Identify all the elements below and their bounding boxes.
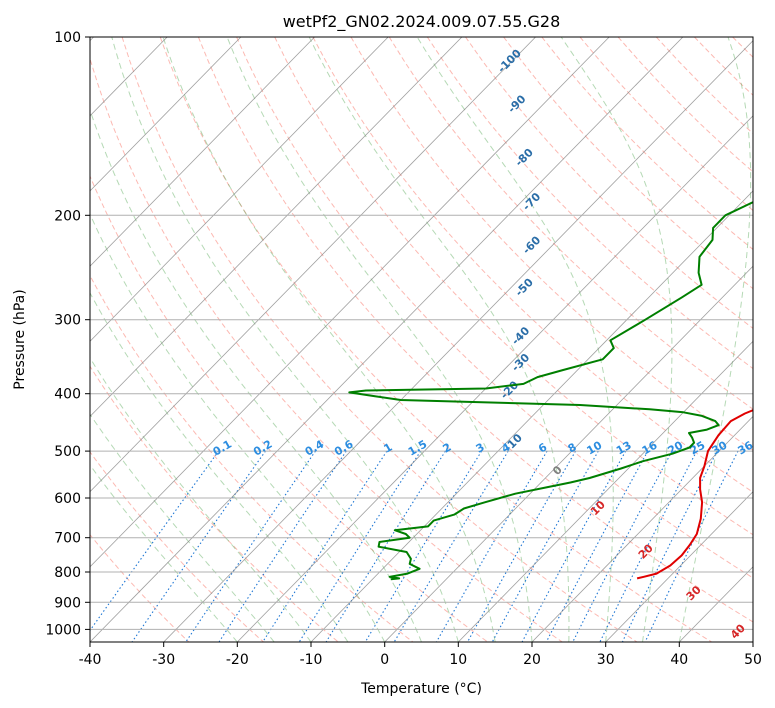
moist-adiabat-line: [226, 37, 533, 642]
mixing-ratio-line: [90, 450, 220, 632]
moist-adiabat-line: [162, 37, 496, 642]
x-tick-label: 30: [597, 652, 615, 668]
isotherm-line: [90, 37, 389, 342]
y-tick-label: 800: [54, 565, 81, 581]
isotherm-line: [163, 40, 753, 642]
moist-adiabat-line: [90, 413, 275, 642]
mixing-ratio-line: [364, 450, 483, 642]
y-tick-label: 900: [54, 595, 81, 611]
y-axis-ticks: 100 200 300 400 500 600 700 800 900 1000: [45, 30, 90, 638]
y-tick-label: 100: [54, 30, 81, 46]
isotherm-line: [531, 415, 753, 642]
y-tick-label: 200: [54, 208, 81, 224]
isotherm-line: [237, 115, 753, 642]
x-tick-label: 0: [380, 652, 389, 668]
moist-adiabat-line: [416, 37, 614, 642]
y-tick-label: 600: [54, 491, 81, 507]
moist-adiabat-line: [678, 37, 752, 642]
chart-title: wetPf2_GN02.2024.009.07.55.G28: [283, 12, 561, 32]
isotherm-line: [90, 37, 684, 642]
x-axis-title: Temperature (°C): [360, 681, 482, 697]
isotherm-line: [90, 37, 463, 418]
isotherm-line: [90, 37, 242, 192]
moist-adiabat-line: [90, 212, 386, 642]
isotherm-line: [90, 37, 315, 267]
profile-series: [348, 201, 753, 581]
dry-adiabat-line: [90, 175, 488, 642]
x-tick-label: -10: [300, 652, 323, 668]
x-tick-label: 20: [523, 652, 541, 668]
x-tick-label: 10: [449, 652, 467, 668]
x-tick-label: 50: [744, 652, 762, 668]
mixing-ratio-line: [545, 450, 649, 642]
x-tick-label: -40: [79, 652, 102, 668]
moist-adiabat-line: [560, 37, 673, 642]
temperature-profile-line: [636, 409, 753, 580]
mixing-ratio-line: [467, 450, 577, 642]
x-tick-label: 40: [670, 652, 688, 668]
dry-adiabat-line: [197, 37, 753, 623]
moist-adiabat-line: [308, 37, 570, 642]
isotherm-line: [310, 190, 753, 642]
x-axis-ticks: -40 -30 -20 -10 0 10 20 30 40 50: [79, 642, 762, 668]
moist-adiabat-line: [111, 37, 459, 642]
isotherm-line: [458, 340, 753, 642]
x-tick-label: -20: [226, 652, 249, 668]
isotherm-line: [90, 37, 536, 493]
moist-adiabat-line: [90, 464, 238, 642]
isotherm-line: [605, 491, 753, 642]
y-tick-label: 700: [54, 531, 81, 547]
y-tick-label: 1000: [45, 622, 81, 638]
plot-frame: [89, 36, 754, 643]
mixing-ratio-line: [644, 450, 739, 642]
y-tick-label: 500: [54, 444, 81, 460]
isotherm-line: [90, 37, 610, 568]
dry-adiabat-line: [121, 37, 638, 642]
x-tick-label: -30: [152, 652, 175, 668]
y-tick-label: 300: [54, 313, 81, 329]
mixing-ratio-label: 36: [735, 438, 755, 457]
mixing-ratio-line: [621, 450, 718, 642]
mixing-ratio-line: [521, 450, 627, 642]
dry-adiabat-line: [90, 56, 563, 642]
mixing-ratio-line: [572, 450, 673, 642]
y-tick-label: 400: [54, 387, 81, 403]
y-axis-title: Pressure (hPa): [12, 289, 28, 389]
dewpoint-profile-line: [348, 201, 753, 581]
dry-adiabat-line: [312, 37, 753, 493]
background-lines: [90, 37, 753, 642]
dry-adiabat-line: [236, 37, 753, 579]
mixing-ratio-line: [325, 450, 446, 642]
moist-adiabat-line: [90, 291, 349, 642]
mixing-ratio-line: [218, 450, 347, 642]
moist-adiabat-line: [90, 108, 422, 642]
isotherm-line: [384, 265, 753, 642]
mixing-ratio-line: [185, 450, 316, 642]
mixing-ratio-line: [599, 450, 698, 642]
